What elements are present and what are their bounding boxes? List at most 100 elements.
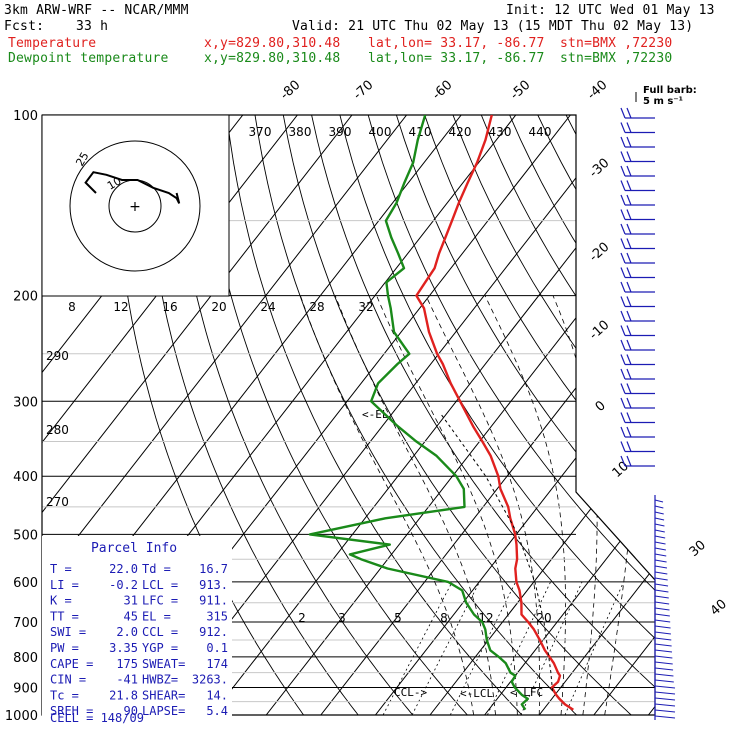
parcel-row-0-label-a: T = bbox=[50, 562, 72, 576]
pressure-label-600: 600 bbox=[13, 576, 38, 591]
parcel-row-2-value-a: 31 bbox=[124, 594, 138, 608]
theta-label-420: 420 bbox=[449, 125, 472, 139]
mixing-ratio-label-5: 5 bbox=[394, 611, 402, 625]
parcel-row-6-value-a: 175 bbox=[116, 657, 138, 671]
dewpoint-legend-latlon: lat,lon= 33.17, -86.77 bbox=[368, 51, 545, 66]
theta-left-label-270: 270 bbox=[46, 495, 69, 509]
speed-axis-label-16: 16 bbox=[162, 300, 177, 314]
speed-axis-label-12: 12 bbox=[113, 300, 128, 314]
temperature-legend-name: Temperature bbox=[8, 36, 97, 51]
parcel-row-8-value-a: 21.8 bbox=[109, 688, 138, 702]
parcel-row-9-label-a: SREH = bbox=[50, 704, 93, 718]
hodograph-trace bbox=[84, 171, 181, 204]
parcel-row-3-value-a: 45 bbox=[124, 609, 138, 623]
isotherm-label--80: -80 bbox=[278, 78, 304, 103]
temperature-profile bbox=[415, 115, 574, 711]
init-time: Init: 12 UTC Wed 01 May 13 bbox=[506, 3, 715, 18]
dewpoint-legend-name: Dewpoint temperature bbox=[8, 51, 169, 66]
parcel-row-6-label-b: SWEAT= bbox=[142, 657, 185, 671]
pressure-label-900: 900 bbox=[13, 682, 38, 697]
theta-label-400: 400 bbox=[369, 125, 392, 139]
parcel-row-8-value-b: 14. bbox=[206, 688, 228, 702]
parcel-row-7-label-a: CIN = bbox=[50, 673, 86, 687]
parcel-row-9-label-b: LAPSE= bbox=[142, 704, 185, 718]
parcel-row-7-value-b: 3263. bbox=[192, 673, 228, 687]
speed-axis-label-32: 32 bbox=[358, 300, 373, 314]
parcel-row-1-label-a: LI = bbox=[50, 578, 79, 592]
parcel-row-1-value-a: -0.2 bbox=[109, 578, 138, 592]
parcel-row-7-label-b: HWBZ= bbox=[142, 673, 178, 687]
speed-axis-label-24: 24 bbox=[260, 300, 275, 314]
valid-time: Valid: 21 UTC Thu 02 May 13 (15 MDT Thu … bbox=[292, 19, 694, 34]
isotherm-label-0: 0 bbox=[593, 398, 609, 415]
pressure-label-1000: 1000 bbox=[5, 709, 38, 724]
temperature-legend-xy: x,y=829.80,310.48 bbox=[204, 36, 341, 51]
parcel-row-8-label-b: SHEAR= bbox=[142, 688, 185, 702]
mixing-ratio-label-8: 8 bbox=[440, 611, 448, 625]
parcel-row-0-value-b: 16.7 bbox=[199, 562, 228, 576]
isotherm-label--40: -40 bbox=[585, 78, 611, 103]
isotherm-label--30: -30 bbox=[587, 156, 613, 181]
temperature-legend-station: stn=BMX ,72230 bbox=[560, 36, 673, 51]
theta-label-390: 390 bbox=[329, 125, 352, 139]
dewpoint-legend-station: stn=BMX ,72230 bbox=[560, 51, 673, 66]
parcel-row-9-value-a: 90 bbox=[124, 704, 138, 718]
theta-label-380: 380 bbox=[289, 125, 312, 139]
theta-left-label-290: 290 bbox=[46, 349, 69, 363]
pressure-label-100: 100 bbox=[13, 109, 38, 124]
model-title: 3km ARW-WRF -- NCAR/MMM bbox=[4, 3, 189, 18]
parcel-row-0-label-b: Td = bbox=[142, 562, 171, 576]
dewpoint-legend-xy: x,y=829.80,310.48 bbox=[204, 51, 341, 66]
parcel-row-0-value-a: 22.0 bbox=[109, 562, 138, 576]
parcel-row-9-value-b: 5.4 bbox=[206, 704, 228, 718]
barb-legend-value: 5 m s⁻¹ bbox=[643, 96, 683, 107]
parcel-row-6-value-b: 174 bbox=[206, 657, 228, 671]
pressure-label-300: 300 bbox=[13, 395, 38, 410]
speed-axis-label-20: 20 bbox=[211, 300, 226, 314]
parcel-row-1-label-b: LCL = bbox=[142, 578, 178, 592]
isotherm-label--20: -20 bbox=[587, 240, 613, 265]
isotherm-label--10: -10 bbox=[587, 318, 613, 343]
mixing-ratio-label-3: 3 bbox=[338, 611, 346, 625]
speed-axis-label-28: 28 bbox=[309, 300, 324, 314]
parcel-row-4-label-a: SWI = bbox=[50, 625, 86, 639]
theta-label-430: 430 bbox=[489, 125, 512, 139]
parcel-row-3-label-b: EL = bbox=[142, 609, 171, 623]
theta-label-440: 440 bbox=[529, 125, 552, 139]
hodograph-ring-label-25: 25 bbox=[73, 150, 91, 169]
parcel-row-3-label-a: TT = bbox=[50, 609, 79, 623]
mixing-ratio-label-2: 2 bbox=[298, 611, 306, 625]
parcel-row-4-value-a: 2.0 bbox=[116, 625, 138, 639]
isotherm-label--50: -50 bbox=[508, 78, 534, 103]
parcel-row-5-value-b: 0.1 bbox=[206, 641, 228, 655]
parcel-row-2-label-a: K = bbox=[50, 594, 72, 608]
theta-left-label-280: 280 bbox=[46, 423, 69, 437]
forecast-hour: 33 h bbox=[76, 19, 109, 34]
pressure-label-700: 700 bbox=[13, 616, 38, 631]
parcel-row-6-label-a: CAPE = bbox=[50, 657, 93, 671]
barb-legend-title: Full barb: bbox=[643, 85, 697, 96]
parcel-row-8-label-a: Tc = bbox=[50, 688, 79, 702]
lcl-annotation: <-LCL bbox=[460, 687, 493, 700]
ccl-annotation: CCL-> bbox=[394, 686, 427, 699]
speed-axis-label-8: 8 bbox=[68, 300, 76, 314]
hodograph-center-mark: + bbox=[129, 199, 141, 215]
isotherm-label-40: 40 bbox=[708, 597, 730, 619]
pressure-label-500: 500 bbox=[13, 528, 38, 543]
isotherm-label-30: 30 bbox=[687, 538, 709, 560]
parcel-row-3-value-b: 315 bbox=[206, 609, 228, 623]
hodograph-outer-ring bbox=[69, 140, 201, 272]
pressure-label-400: 400 bbox=[13, 470, 38, 485]
parcel-cell: CELL = 148/09 bbox=[50, 711, 144, 725]
parcel-row-5-value-a: 3.35 bbox=[109, 641, 138, 655]
parcel-info-title: Parcel Info bbox=[91, 541, 177, 556]
hodograph-box bbox=[41, 114, 230, 297]
parcel-path bbox=[440, 413, 553, 692]
parcel-row-1-value-b: 913. bbox=[199, 578, 228, 592]
parcel-row-5-label-b: YGP = bbox=[142, 641, 178, 655]
dewpoint-profile bbox=[308, 115, 529, 711]
parcel-row-4-label-b: CCL = bbox=[142, 625, 178, 639]
theta-label-370: 370 bbox=[249, 125, 272, 139]
temperature-legend-latlon: lat,lon= 33.17, -86.77 bbox=[368, 36, 545, 51]
